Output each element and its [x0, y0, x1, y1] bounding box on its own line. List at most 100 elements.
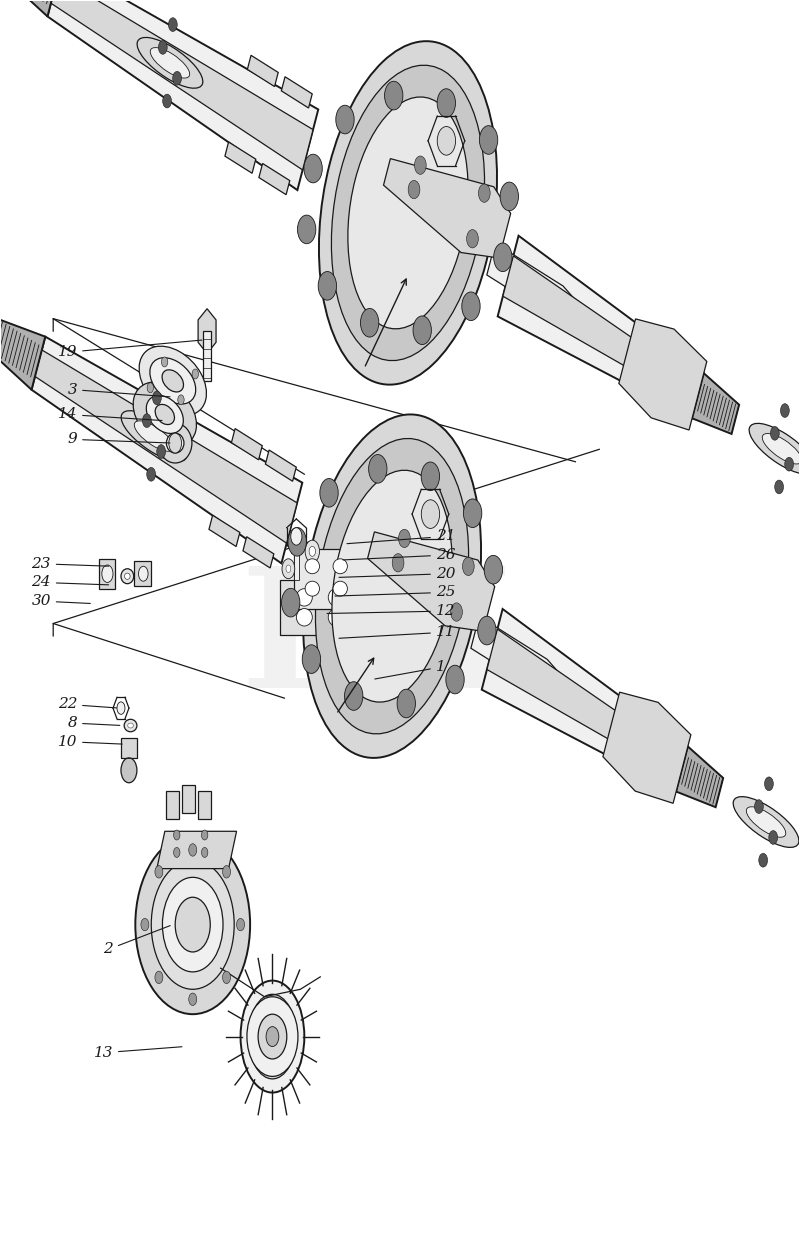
Ellipse shape [121, 410, 187, 461]
Circle shape [202, 831, 208, 840]
Circle shape [484, 555, 502, 584]
Polygon shape [487, 630, 685, 779]
Circle shape [408, 181, 420, 198]
Ellipse shape [328, 589, 344, 606]
Circle shape [479, 126, 498, 155]
Polygon shape [243, 536, 274, 567]
Text: 19: 19 [58, 340, 202, 359]
Ellipse shape [315, 439, 469, 734]
Circle shape [421, 463, 439, 490]
Polygon shape [503, 256, 701, 407]
Polygon shape [47, 0, 318, 190]
Text: 22: 22 [58, 697, 117, 711]
Ellipse shape [162, 370, 183, 392]
Ellipse shape [121, 569, 134, 584]
Circle shape [385, 81, 403, 110]
Text: 2: 2 [103, 925, 170, 956]
Text: 25: 25 [335, 585, 455, 600]
Ellipse shape [155, 404, 174, 424]
Polygon shape [282, 77, 312, 108]
Circle shape [117, 702, 125, 715]
Ellipse shape [762, 434, 800, 464]
Circle shape [175, 898, 210, 951]
Circle shape [290, 527, 302, 545]
Ellipse shape [124, 720, 137, 732]
Bar [203, 332, 211, 380]
Circle shape [247, 996, 298, 1076]
Circle shape [288, 527, 306, 556]
Polygon shape [692, 373, 739, 434]
Ellipse shape [133, 382, 197, 446]
Circle shape [765, 777, 774, 791]
Circle shape [174, 848, 180, 858]
Ellipse shape [158, 423, 192, 463]
Ellipse shape [348, 97, 468, 329]
Ellipse shape [150, 358, 196, 404]
Text: 14: 14 [58, 408, 162, 421]
Circle shape [222, 865, 230, 878]
Ellipse shape [733, 797, 799, 848]
Circle shape [494, 243, 512, 272]
Circle shape [169, 17, 178, 31]
Polygon shape [482, 609, 688, 792]
Circle shape [162, 357, 168, 367]
Circle shape [769, 831, 778, 844]
Polygon shape [0, 0, 62, 16]
Polygon shape [294, 549, 370, 609]
Polygon shape [99, 559, 115, 589]
Circle shape [754, 799, 763, 813]
Polygon shape [51, 0, 313, 170]
Text: 23: 23 [31, 556, 109, 571]
Circle shape [192, 369, 198, 379]
Circle shape [785, 458, 794, 471]
Circle shape [398, 529, 410, 547]
Circle shape [158, 40, 167, 55]
Circle shape [392, 554, 404, 572]
Circle shape [478, 185, 490, 202]
Circle shape [500, 182, 518, 211]
Circle shape [282, 559, 294, 579]
Ellipse shape [146, 395, 183, 434]
Ellipse shape [139, 347, 206, 415]
Ellipse shape [328, 609, 344, 626]
Circle shape [446, 665, 464, 693]
Circle shape [138, 566, 148, 581]
Circle shape [413, 315, 431, 344]
Polygon shape [487, 243, 600, 344]
Polygon shape [383, 158, 510, 258]
Circle shape [309, 546, 315, 556]
Ellipse shape [125, 574, 130, 580]
Circle shape [174, 831, 180, 840]
Ellipse shape [749, 424, 800, 474]
Ellipse shape [134, 420, 174, 451]
Circle shape [298, 214, 316, 243]
Circle shape [466, 229, 478, 248]
Polygon shape [498, 236, 704, 418]
Circle shape [438, 126, 455, 155]
Circle shape [758, 853, 767, 867]
Polygon shape [157, 832, 237, 869]
Text: 12: 12 [327, 604, 455, 619]
Bar [182, 786, 195, 813]
Circle shape [369, 455, 387, 483]
Circle shape [146, 468, 155, 481]
Polygon shape [367, 532, 494, 631]
Polygon shape [35, 350, 297, 544]
Polygon shape [247, 55, 278, 86]
Ellipse shape [332, 470, 452, 702]
Bar [290, 540, 302, 552]
Polygon shape [281, 580, 368, 635]
Circle shape [189, 993, 197, 1005]
Polygon shape [266, 450, 296, 481]
Polygon shape [676, 747, 723, 807]
Text: 1: 1 [375, 660, 446, 680]
Polygon shape [231, 429, 262, 460]
Polygon shape [603, 692, 691, 803]
Ellipse shape [303, 414, 481, 758]
Circle shape [151, 860, 234, 989]
Text: 3: 3 [67, 383, 170, 397]
Circle shape [142, 414, 151, 428]
Ellipse shape [150, 47, 190, 79]
Circle shape [450, 602, 462, 621]
Circle shape [462, 557, 474, 576]
